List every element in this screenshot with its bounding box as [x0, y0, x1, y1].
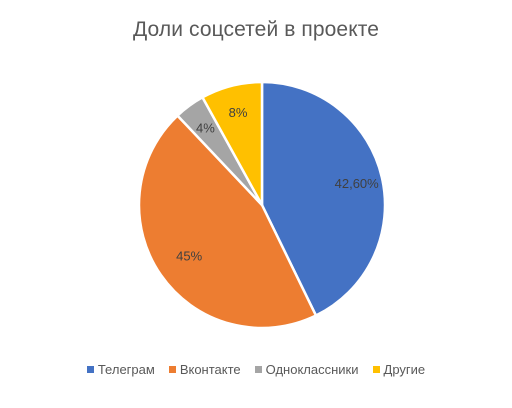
legend-item-odnoklassniki: Одноклассники	[254, 362, 359, 377]
legend-label-odnoklassniki: Одноклассники	[265, 362, 359, 377]
legend-swatch-drugie	[372, 366, 380, 373]
legend: Телеграм Вконтакте Одноклассники Другие	[0, 362, 512, 377]
pie-slice-vkontakte	[137, 114, 318, 330]
chart-title: Доли соцсетей в проекте	[133, 18, 379, 41]
legend-label-telegram: Телеграм	[97, 362, 155, 377]
data-label-vkontakte: 45%	[176, 248, 202, 263]
pie-slice-drugie	[201, 80, 264, 207]
legend-swatch-vkontakte	[168, 366, 176, 373]
data-label-odnoklassniki: 4%	[196, 121, 215, 136]
legend-item-drugie: Другие	[372, 362, 426, 377]
legend-item-telegram: Телеграм	[86, 362, 155, 377]
legend-swatch-odnoklassniki	[254, 366, 262, 373]
legend-item-vkontakte: Вконтакте	[168, 362, 241, 377]
data-label-telegram: 42,60%	[335, 176, 380, 191]
legend-swatch-telegram	[86, 366, 94, 373]
pie-slice-telegram	[260, 80, 387, 317]
legend-label-drugie: Другие	[383, 362, 426, 377]
data-label-drugie: 8%	[229, 105, 248, 120]
legend-label-vkontakte: Вконтакте	[179, 362, 241, 377]
